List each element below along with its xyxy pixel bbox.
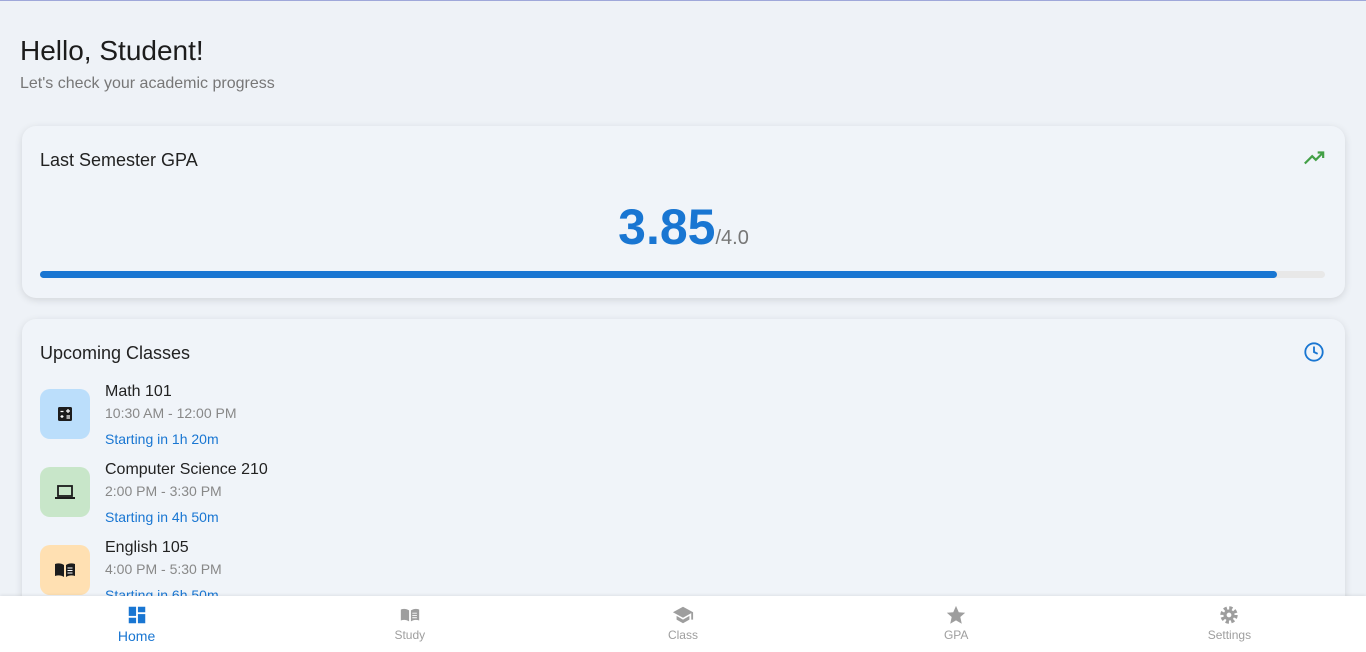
nav-icon [1220, 606, 1239, 624]
nav-item[interactable]: GPA [820, 596, 1093, 652]
subtitle: Let's check your academic progress [20, 75, 275, 92]
icon [55, 485, 75, 499]
class-name: Math 101 [105, 383, 172, 400]
class-icon [40, 545, 90, 595]
nav-icon [128, 606, 145, 624]
class-name: Computer Science 210 [105, 461, 268, 478]
nav-label: Settings [1207, 628, 1252, 642]
class-name: English 105 [105, 539, 189, 556]
gpa-scale: /4.0 [715, 227, 749, 249]
gpa-card: Last Semester GPA 3.85/4.0 [22, 126, 1345, 298]
icon [55, 563, 75, 577]
nav-item[interactable]: Class [546, 596, 819, 652]
nav-icon [672, 606, 694, 624]
class-countdown: Starting in 4h 50m [105, 509, 219, 525]
nav-item[interactable]: Home [0, 596, 273, 652]
clock-icon[interactable] [1303, 341, 1325, 363]
class-time: 10:30 AM - 12:00 PM [105, 405, 237, 421]
bottom-nav: Home Study Class GPA Settings [0, 596, 1366, 652]
class-icon [40, 389, 90, 439]
nav-item[interactable]: Study [273, 596, 546, 652]
progress-bar [40, 271, 1277, 278]
greeting: Hello, Student! [20, 35, 204, 66]
class-countdown: Starting in 1h 20m [105, 431, 219, 447]
nav-label: Home [117, 628, 156, 644]
nav-label: Study [394, 628, 426, 642]
class-time: 2:00 PM - 3:30 PM [105, 483, 222, 499]
nav-label: Class [667, 628, 698, 642]
trend-icon [1304, 151, 1325, 165]
icon [58, 407, 72, 421]
nav-icon [947, 605, 966, 624]
nav-icon [400, 608, 419, 622]
nav-item[interactable]: Settings [1093, 596, 1366, 652]
progress-track [40, 271, 1325, 278]
classes-card: Upcoming Classes Math 101 10:30 AM - 12:0… [22, 319, 1345, 619]
card-title: Upcoming Classes [40, 343, 191, 363]
gpa-number: 3.85 [618, 199, 716, 255]
gpa-value: 3.85/4.0 [22, 198, 1345, 256]
class-time: 4:00 PM - 5:30 PM [105, 561, 222, 577]
card-title: Last Semester GPA [40, 150, 198, 170]
nav-label: GPA [943, 628, 969, 642]
class-icon [40, 467, 90, 517]
